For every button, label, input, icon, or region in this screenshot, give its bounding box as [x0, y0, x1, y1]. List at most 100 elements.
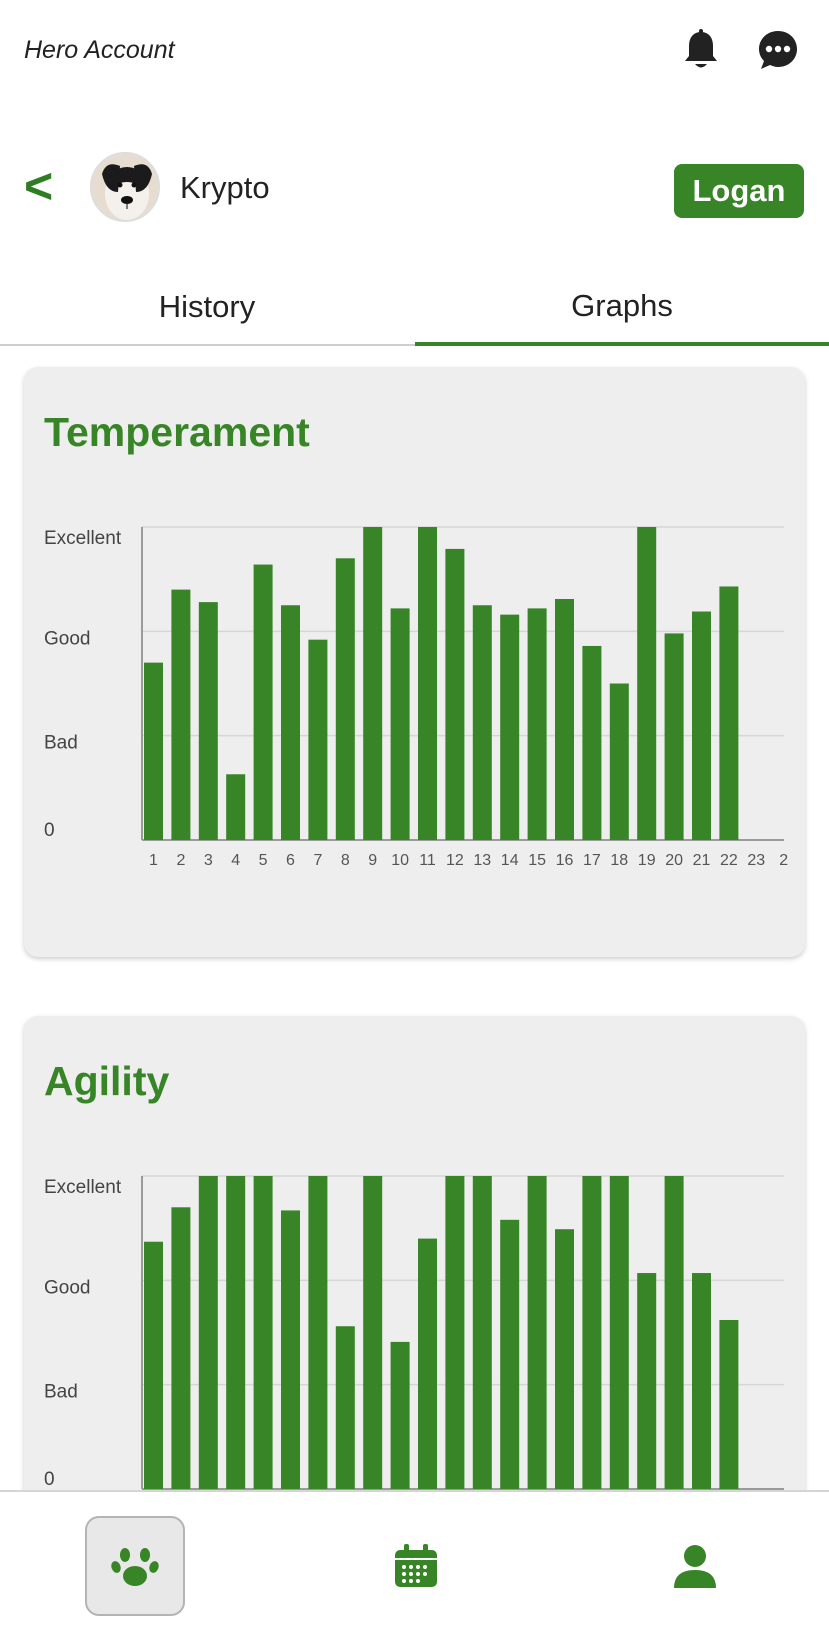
x-tick-label: 9 [368, 852, 377, 867]
y-tick-label: Excellent [44, 528, 122, 549]
bar [637, 1273, 657, 1489]
bar [171, 1207, 191, 1489]
bar [281, 1210, 300, 1489]
tab-graphs[interactable]: Graphs [415, 270, 829, 346]
bar [472, 605, 492, 840]
x-tick-label: 4 [231, 852, 240, 867]
temperament-card: Temperament 0 Bad Good Excellent 1 2 3 4 5 6 7 8 9 10… [24, 367, 805, 957]
bar [664, 633, 684, 840]
app-title: Hero Account [24, 36, 175, 64]
x-tick-label: 15 [528, 852, 546, 867]
x-tick-label: 6 [286, 852, 295, 867]
x-tick-label: 7 [313, 852, 322, 867]
y-tick-label: Good [44, 1277, 90, 1298]
bar [253, 1176, 273, 1489]
bar [582, 1176, 602, 1489]
bar [445, 548, 465, 840]
calendar-icon [395, 1544, 437, 1587]
x-tick-label: 17 [583, 852, 601, 867]
x-tick-label: 5 [259, 852, 268, 867]
y-tick-label: Good [44, 628, 90, 649]
owner-button[interactable]: Logan [674, 164, 804, 218]
x-tick-label: 10 [391, 852, 409, 867]
bar [226, 1176, 246, 1489]
x-tick-label: 19 [638, 852, 656, 867]
bar [719, 586, 739, 840]
x-tick-label: 12 [446, 852, 464, 867]
agility-card: Agility 0BadGoodExcellent123456789101112… [24, 1016, 805, 1556]
x-tick-label: 20 [665, 852, 683, 867]
agility-chart: 0BadGoodExcellent12345678910111213141516… [44, 1175, 788, 1516]
bar [253, 564, 273, 840]
x-tick-label: 14 [501, 852, 519, 867]
bar [719, 1319, 739, 1489]
dog-photo [92, 154, 158, 220]
bar [555, 1229, 574, 1489]
x-tick-label: 8 [341, 852, 350, 867]
y-tick-label: Excellent [44, 1177, 122, 1198]
top-bar: Hero Account [0, 0, 829, 110]
person-icon [674, 1545, 716, 1588]
bar [637, 527, 657, 840]
bar [363, 1176, 383, 1489]
x-tick-label: 2 [176, 852, 185, 867]
chart-title: Agility [44, 1058, 170, 1104]
bar [308, 1176, 328, 1489]
bar [144, 1241, 163, 1489]
notifications-button[interactable] [679, 28, 723, 72]
bar [500, 1219, 520, 1489]
back-button[interactable]: < [24, 158, 54, 214]
bar [390, 1341, 410, 1489]
x-tick-label: 2 [779, 852, 788, 867]
y-tick-label: 0 [44, 820, 55, 841]
x-tick-label: 18 [610, 852, 628, 867]
bar [363, 527, 383, 840]
nav-calendar[interactable] [366, 1516, 466, 1616]
x-tick-label: 1 [149, 852, 158, 867]
bottom-nav [0, 1490, 829, 1651]
tab-bar: History Graphs [0, 270, 829, 346]
x-tick-label: 23 [747, 852, 765, 867]
nav-profile[interactable] [645, 1516, 745, 1616]
bar [335, 1326, 355, 1489]
bar [281, 605, 300, 840]
bar [335, 558, 355, 840]
y-tick-label: Bad [44, 1382, 78, 1403]
x-tick-label: 3 [204, 852, 213, 867]
bar [527, 1176, 547, 1489]
chart-title: Temperament [44, 409, 310, 455]
bar [171, 589, 191, 840]
bar [555, 598, 574, 840]
bar [692, 1273, 711, 1489]
y-tick-label: 0 [44, 1469, 55, 1490]
bar [445, 1176, 465, 1489]
x-tick-label: 21 [693, 852, 711, 867]
bar [582, 645, 602, 840]
x-tick-label: 11 [419, 852, 436, 867]
paw-icon [111, 1548, 159, 1586]
tab-history[interactable]: History [158, 289, 256, 324]
y-tick-label: Bad [44, 733, 78, 754]
x-tick-label: 16 [556, 852, 574, 867]
x-tick-label: 13 [473, 852, 491, 867]
bar [692, 611, 711, 840]
x-tick-label: 22 [720, 852, 738, 867]
bar [609, 683, 629, 840]
bar [308, 639, 328, 840]
bar [198, 602, 218, 840]
bar [664, 1176, 684, 1489]
avatar [90, 152, 160, 222]
profile-row: < Krypto Logan [0, 148, 829, 228]
messages-button[interactable] [756, 28, 800, 72]
bar [144, 662, 163, 840]
bar [418, 527, 437, 840]
bar [472, 1176, 492, 1489]
bar [527, 608, 547, 840]
bell-icon [685, 29, 717, 68]
nav-pets[interactable] [85, 1516, 185, 1616]
bar [418, 1238, 437, 1489]
bar [500, 614, 520, 840]
bar [226, 774, 246, 840]
bar [198, 1176, 218, 1489]
